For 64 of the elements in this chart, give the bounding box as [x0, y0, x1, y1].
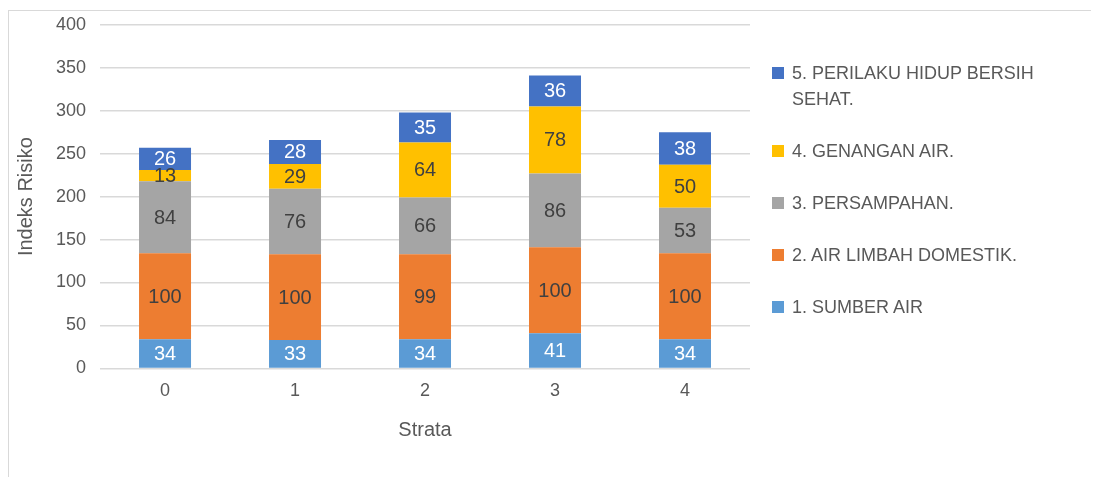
data-label: 100: [278, 285, 312, 308]
bar: [269, 254, 322, 341]
legend-label: 5. PERILAKU HIDUP BERSIH SEHAT.: [792, 62, 1035, 111]
data-label: 100: [538, 278, 572, 301]
y-tick-label: 100: [55, 271, 87, 292]
data-label: 33: [283, 342, 307, 365]
y-tick-label: 250: [55, 142, 87, 163]
data-label: 86: [543, 198, 567, 221]
data-label: 53: [673, 219, 697, 242]
y-axis-title: Indeks Risiko: [13, 137, 36, 257]
data-label: 38: [673, 137, 697, 160]
bar: [399, 339, 452, 368]
data-label: 66: [413, 214, 437, 237]
data-label: 36: [543, 79, 567, 102]
legend-label: 4. GENANGAN AIR.: [792, 140, 955, 163]
data-label: 28: [283, 140, 307, 163]
bar: [399, 197, 452, 255]
bar: [529, 173, 582, 248]
data-label: 84: [153, 205, 177, 228]
bar: [659, 132, 711, 165]
bar: [529, 106, 582, 174]
y-tick-label: 300: [55, 99, 87, 120]
x-tick-label: 2: [420, 380, 431, 401]
bar: [139, 253, 192, 340]
data-label: 34: [673, 341, 697, 364]
bar: [269, 188, 322, 255]
data-label: 64: [413, 158, 437, 181]
bar: [659, 164, 711, 208]
x-tick-label: 3: [550, 380, 561, 401]
data-label: 100: [148, 284, 182, 307]
bar: [529, 247, 582, 334]
bar: [529, 333, 582, 368]
data-label: 13: [153, 164, 177, 187]
bar: [399, 142, 452, 198]
y-tick-label: 350: [55, 56, 87, 77]
x-tick-label: 0: [160, 380, 171, 401]
data-label: 78: [543, 128, 567, 151]
legend-label: 2. AIR LIMBAH DOMESTIK.: [792, 244, 1018, 267]
bar: [139, 181, 192, 254]
bar: [659, 207, 711, 254]
y-tick-label: 0: [76, 357, 87, 378]
data-label: 34: [413, 341, 437, 364]
bar: [659, 253, 711, 340]
x-axis-title: Strata: [398, 417, 453, 440]
bar: [139, 339, 192, 368]
data-label: 41: [543, 338, 567, 361]
y-tick-label: 400: [55, 13, 87, 34]
legend-label: 3. PERSAMPAHAN.: [792, 192, 954, 215]
data-label: 76: [283, 210, 307, 233]
y-tick-label: 150: [55, 228, 87, 249]
y-tick-label: 50: [66, 314, 87, 335]
data-label: 34: [153, 341, 177, 364]
x-tick-label: 1: [290, 380, 301, 401]
bar: [399, 254, 452, 340]
data-label: 29: [283, 164, 307, 187]
data-label: 35: [413, 115, 437, 138]
y-tick-label: 200: [55, 185, 87, 206]
x-tick-label: 4: [680, 380, 691, 401]
legend-label: 1. SUMBER AIR: [792, 296, 924, 319]
data-label: 99: [413, 285, 437, 308]
bar: [269, 340, 322, 368]
bar: [659, 339, 711, 368]
data-label: 100: [668, 284, 702, 307]
data-label: 50: [673, 174, 697, 197]
